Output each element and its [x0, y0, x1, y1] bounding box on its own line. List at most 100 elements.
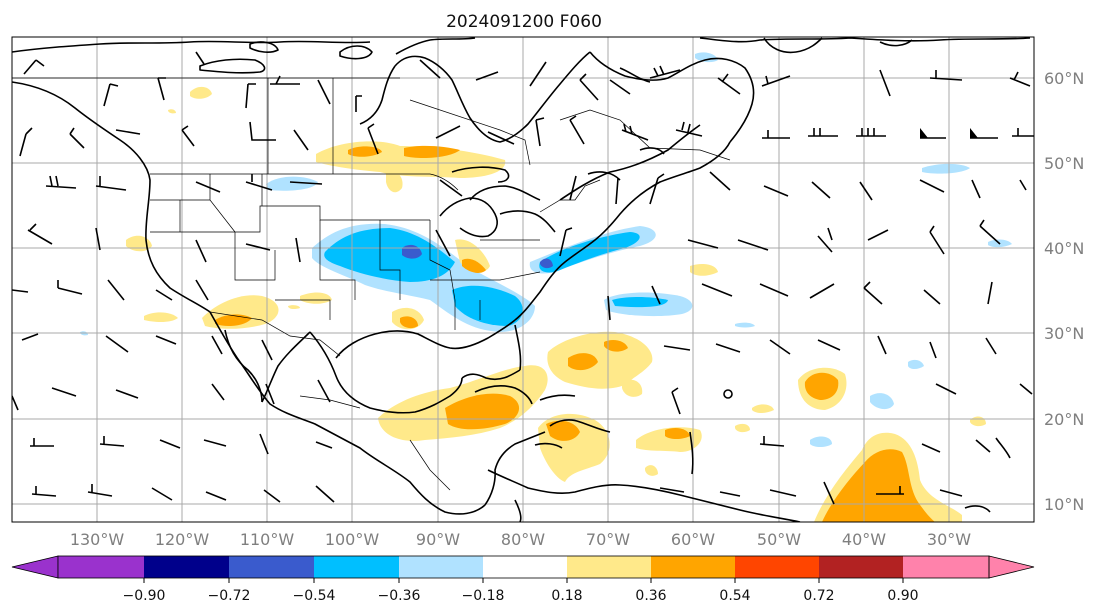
wind-barb [1019, 383, 1033, 395]
coastline [619, 484, 801, 522]
wind-barb [759, 436, 785, 447]
longitude-label: 80°W [501, 530, 545, 549]
coastline [514, 499, 522, 522]
coastline [964, 505, 991, 513]
wind-barb [935, 383, 957, 395]
wind-barb [317, 379, 331, 403]
colorbar-tick-label: 0.54 [719, 588, 750, 604]
wind-barb [21, 333, 39, 341]
coastline [309, 331, 463, 414]
wind-barb [762, 130, 790, 139]
wind-barb [709, 171, 731, 191]
longitude-label: 130°W [70, 530, 125, 549]
longitude-label: 110°W [240, 530, 295, 549]
border-line [409, 439, 451, 491]
wind-barb [929, 341, 937, 359]
wind-barb [939, 489, 963, 497]
wind-barb [115, 389, 139, 399]
wind-barb [569, 175, 577, 201]
wind-barb [249, 121, 276, 141]
wind-barb [151, 487, 173, 501]
longitude-label: 90°W [416, 530, 460, 549]
latitude-label: 50°N [1044, 154, 1084, 173]
colorbar-segment [399, 556, 483, 578]
border-line [429, 220, 456, 301]
wind-barb [817, 339, 841, 351]
anomaly-orange [348, 146, 382, 157]
latitude-label: 20°N [1044, 410, 1084, 429]
wind-barb [95, 227, 101, 251]
coastline [469, 185, 541, 201]
colorbar-segment [651, 556, 735, 578]
wind-barb [317, 79, 331, 105]
colorbar-outline [57, 555, 990, 579]
anomaly-yellow [547, 331, 653, 389]
wind-barb [263, 489, 281, 503]
anomaly-light-blue [695, 52, 718, 63]
colorbar-segment [144, 556, 229, 578]
coastline [339, 45, 373, 60]
wind-barb [105, 335, 129, 353]
border-line [209, 174, 236, 233]
wind-barb [355, 95, 362, 112]
coastline [699, 37, 1031, 43]
wind-barb [859, 181, 873, 201]
wind-barb [367, 123, 379, 155]
longitude-label: 100°W [325, 530, 380, 549]
wind-barb [261, 339, 273, 361]
latitude-label: 30°N [1044, 324, 1084, 343]
coastline [534, 442, 563, 449]
coastline [335, 319, 516, 359]
anomaly-light-blue [735, 322, 755, 328]
colorbar-extend-max [988, 555, 1035, 579]
wind-barb [809, 283, 835, 299]
anomaly-yellow [190, 86, 212, 99]
wind-barb [195, 51, 205, 65]
anomaly-orange [445, 393, 520, 430]
wind-barb [621, 123, 649, 141]
wind-barb [649, 173, 665, 205]
wind-barb [211, 335, 223, 355]
wind-barb [103, 83, 119, 107]
coastline [619, 67, 651, 83]
colorbar-segment [735, 556, 819, 578]
wind-barb [761, 75, 791, 87]
wind-barb [979, 219, 1001, 245]
wind-barb [715, 343, 741, 353]
wind-barb [195, 279, 209, 301]
wind-barb [439, 179, 463, 197]
anomaly-orange [665, 428, 690, 439]
border-line [275, 299, 331, 320]
wind-barb [879, 69, 891, 97]
anomaly-yellow [690, 264, 718, 276]
island [723, 389, 733, 399]
anomaly-orange [400, 316, 418, 329]
coastline [394, 51, 591, 143]
wind-barb [69, 127, 85, 149]
wind-barb [487, 131, 515, 145]
latitude-label: 10°N [1044, 495, 1084, 514]
coastline [474, 385, 533, 405]
wind-barb [203, 439, 227, 447]
longitude-label: 50°W [757, 530, 801, 549]
wind-barb [99, 436, 125, 447]
anomaly-yellow [970, 416, 986, 427]
coastline [539, 394, 576, 401]
anomaly-orange [568, 353, 598, 371]
anomaly-light-blue [810, 436, 832, 447]
colorbar: −0.90 −0.72 −0.54 −0.36 −0.18 0.18 0.36 … [11, 555, 1035, 604]
wind-barbs [12, 51, 1034, 505]
coastline [487, 469, 621, 495]
wind-barb [435, 125, 461, 139]
wind-barb [1019, 179, 1027, 191]
coastlines [12, 37, 1031, 522]
colorbar-segment [314, 556, 399, 578]
coastline [484, 431, 546, 506]
map-frame [11, 36, 1035, 523]
wind-barb [609, 79, 631, 95]
wind-barb [867, 229, 889, 241]
colorbar-segment [819, 556, 903, 578]
map-area [12, 37, 1034, 522]
border-line [209, 311, 341, 357]
coastline [439, 197, 498, 238]
